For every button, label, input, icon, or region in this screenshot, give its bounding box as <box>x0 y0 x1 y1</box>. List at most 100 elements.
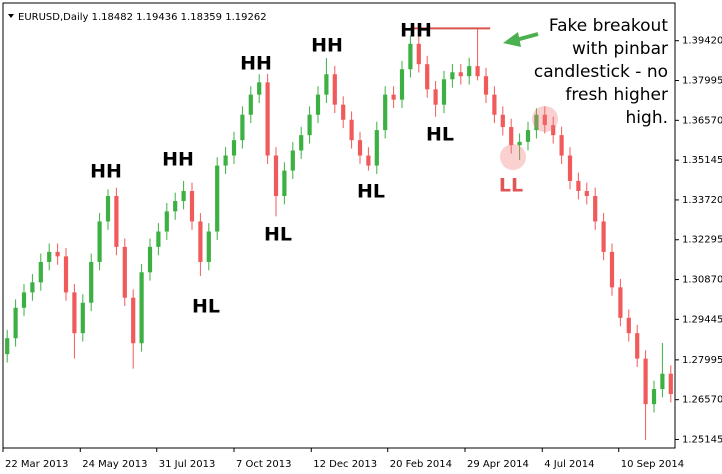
note-text: with pinbar <box>572 39 668 59</box>
candle-body <box>198 221 203 262</box>
candle-body <box>576 180 581 192</box>
candle-body <box>299 135 304 151</box>
candle-body <box>618 287 623 318</box>
y-tick-label: 1.39420 <box>682 36 722 47</box>
y-tick-label: 1.33720 <box>682 195 722 206</box>
candle-body <box>500 114 505 128</box>
y-tick-label: 1.25145 <box>682 434 722 445</box>
candle-body <box>189 191 195 222</box>
candle-body <box>551 125 556 136</box>
candle-body <box>374 130 379 166</box>
candle-body <box>215 165 220 232</box>
candle-body <box>416 43 421 65</box>
candle-body <box>433 89 438 105</box>
annotation-label: HH <box>240 53 272 75</box>
candle-body <box>458 72 463 77</box>
candle-body <box>139 272 144 344</box>
candle-body <box>89 261 94 303</box>
candle-body <box>63 256 69 293</box>
candle-body <box>601 221 606 252</box>
candle-body <box>173 201 178 212</box>
note-text: high. <box>626 108 668 128</box>
x-tick-label: 7 Oct 2013 <box>236 459 291 470</box>
candle-body <box>609 251 615 288</box>
highlight-circle <box>500 144 526 170</box>
candle-body <box>307 114 312 136</box>
x-tick-label: 24 May 2013 <box>82 459 147 470</box>
annotation-label: LL <box>499 175 523 197</box>
candle-body <box>542 114 547 126</box>
candle-body <box>265 82 270 156</box>
candle-body <box>13 307 18 339</box>
candle-body <box>114 196 119 247</box>
annotation-label: HH <box>162 149 194 171</box>
y-tick-label: 1.32295 <box>682 235 722 246</box>
y-tick-label: 1.37995 <box>682 76 722 87</box>
candle-body <box>248 94 253 115</box>
x-tick-label: 4 Jul 2014 <box>544 459 594 470</box>
highlight-circle <box>532 106 558 132</box>
candle-body <box>273 155 279 197</box>
symbol-menu-icon[interactable] <box>8 14 14 18</box>
candle-body <box>366 155 371 166</box>
y-tick-label: 1.26570 <box>682 395 722 406</box>
annotation-label: HL <box>264 224 292 246</box>
arrow-head <box>503 32 521 47</box>
y-tick-label: 1.35145 <box>682 155 722 166</box>
candle-body <box>567 155 573 181</box>
candle-body <box>391 94 396 100</box>
x-tick-label: 31 Jul 2013 <box>159 459 216 470</box>
candle-body <box>47 251 52 262</box>
chart-header: EURUSD,Daily 1.18482 1.19436 1.18359 1.1… <box>18 12 267 23</box>
candle-body <box>635 333 640 359</box>
annotation-label: HH <box>90 161 122 183</box>
candle-body <box>475 66 480 77</box>
candle-body <box>534 114 539 131</box>
x-tick-label: 10 Sep 2014 <box>621 459 684 470</box>
candle-body <box>408 43 413 70</box>
candle-body <box>5 338 10 355</box>
candle-body <box>131 297 136 344</box>
candle-body <box>341 104 346 120</box>
candle-body <box>593 196 598 222</box>
x-tick-label: 22 Mar 2013 <box>5 459 68 470</box>
annotation-label: HL <box>357 181 385 203</box>
candle-body <box>30 282 35 293</box>
candle-body <box>643 358 648 405</box>
note-text: candlestick - no <box>534 62 668 82</box>
candle-body <box>651 389 657 405</box>
candle-body <box>38 261 43 283</box>
annotation-label: HH <box>311 35 343 57</box>
y-tick-label: 1.36570 <box>682 115 722 126</box>
candle-body <box>147 246 153 273</box>
candle-body <box>206 231 211 262</box>
candle-body <box>324 74 329 95</box>
candle-body <box>441 79 447 105</box>
candle-body <box>517 141 522 146</box>
candle-body <box>290 150 295 171</box>
annotation-label: HH <box>400 20 432 42</box>
candle-body <box>164 211 169 232</box>
y-tick-label: 1.27995 <box>682 355 722 366</box>
candle-body <box>282 170 287 197</box>
candle-body <box>668 373 673 395</box>
candle-body <box>105 196 111 222</box>
candle-body <box>626 317 631 334</box>
candle-body <box>383 94 388 131</box>
candle-body <box>122 246 127 298</box>
candle-body <box>80 302 85 334</box>
candle-body <box>97 221 102 262</box>
candle-body <box>181 191 186 202</box>
candle-body <box>357 140 363 156</box>
candle-body <box>223 155 228 166</box>
candle-body <box>425 64 430 90</box>
candle-body <box>399 69 405 100</box>
annotation-label: HL <box>192 296 220 318</box>
candle-body <box>584 191 589 197</box>
candle-body <box>525 130 531 142</box>
candle-body <box>509 127 514 146</box>
candle-body <box>349 119 354 141</box>
annotation-label: HL <box>426 124 454 146</box>
candle-body <box>450 72 455 80</box>
